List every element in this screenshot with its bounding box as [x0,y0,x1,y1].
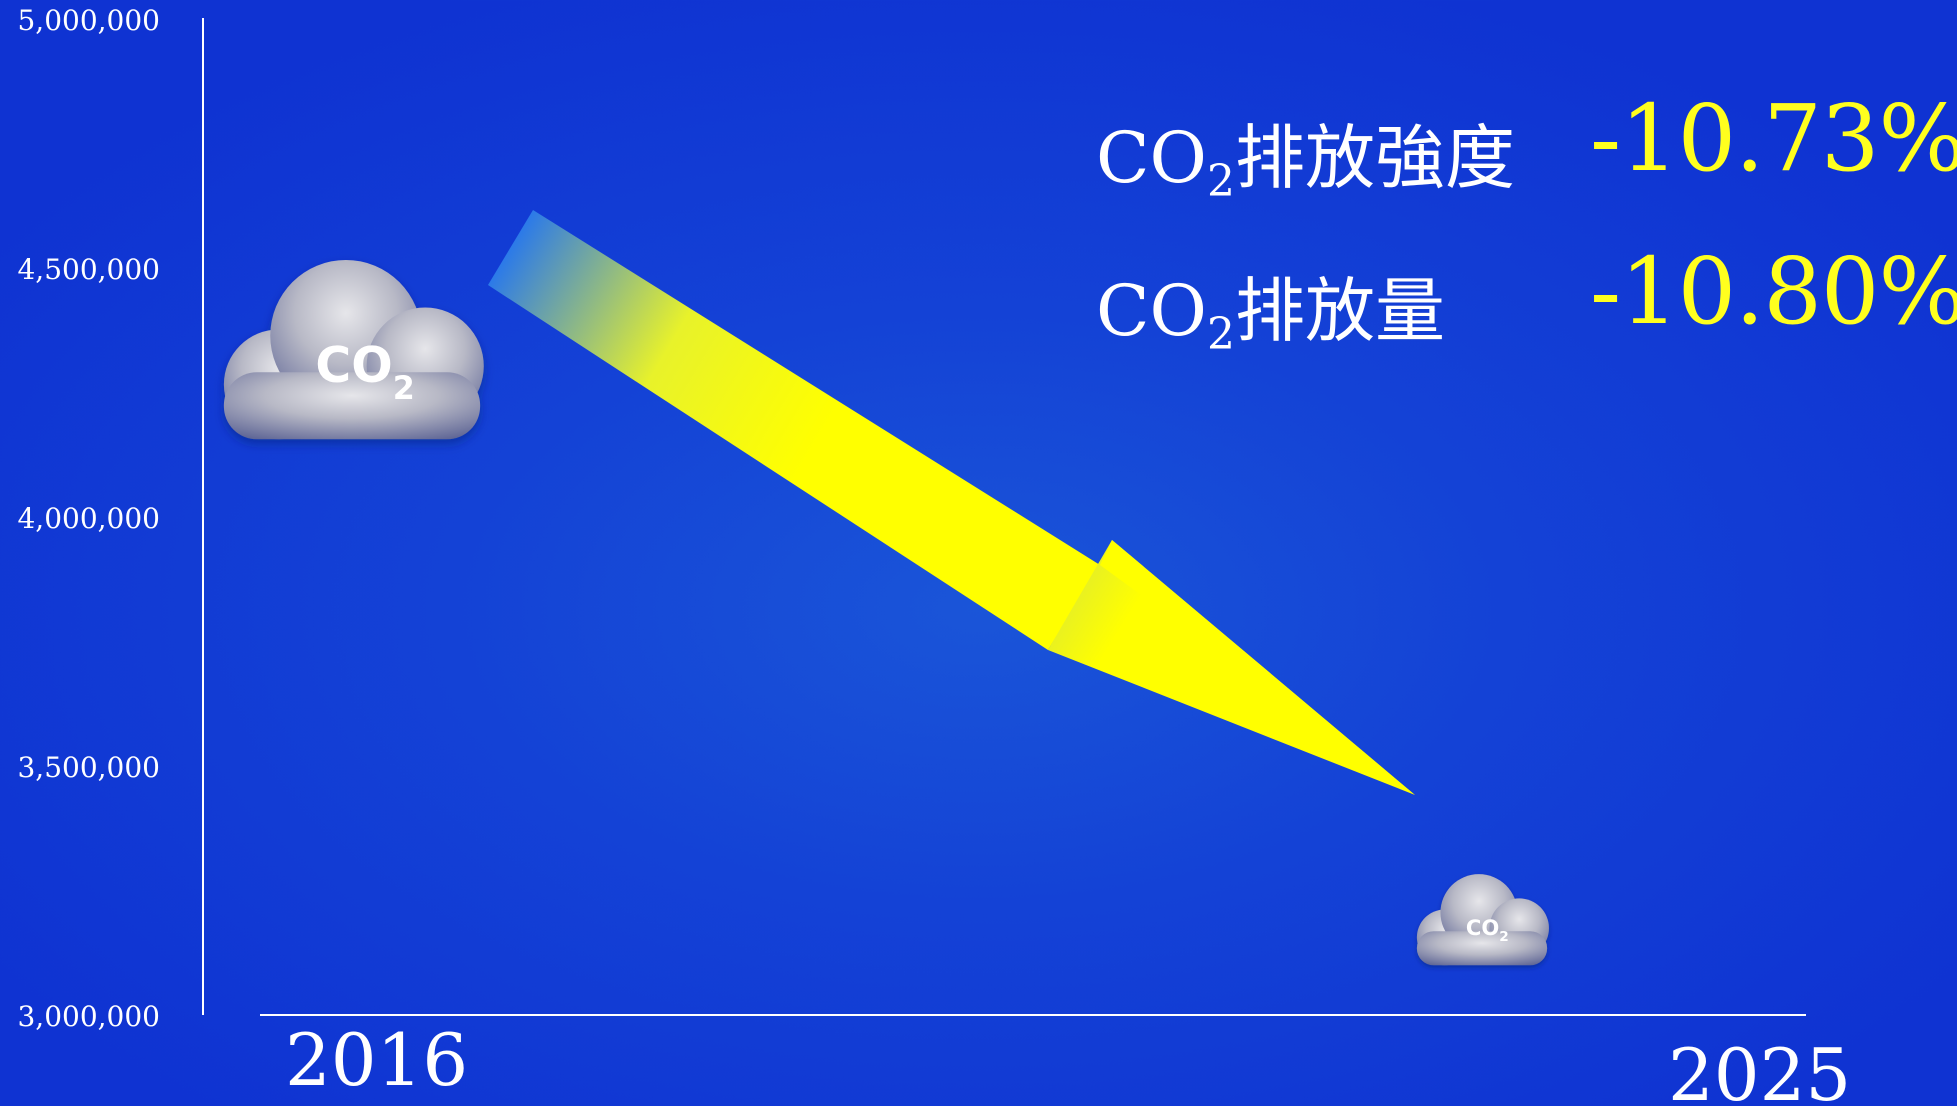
cloud-large-sub: 2 [393,371,415,407]
stat-label-intensity-main: CO [1096,117,1207,199]
y-tick-labels: 5,000,000 4,500,000 4,000,000 3,500,000 3,00… [17,4,160,1033]
cloud-small-sub: 2 [1499,929,1508,945]
stat-label-intensity-rest: 排放強度 [1235,117,1515,199]
trend-arrow-head [1048,540,1415,795]
y-tick-label: 5,000,000 [17,4,160,37]
stat-label-intensity: CO2排放強度 [1096,102,1515,207]
cloud-small-text: CO [1466,915,1499,940]
cloud-large: CO2 [224,260,484,439]
stat-label-emission-main: CO [1096,270,1207,352]
y-tick-label: 3,000,000 [17,1000,160,1033]
stat-value-emission: -10.80% [1590,238,1957,345]
x-label-start: 2016 [285,1018,468,1102]
y-tick-label: 3,500,000 [17,751,160,784]
y-tick-label: 4,500,000 [17,253,160,286]
stat-label-emission-rest: 排放量 [1235,270,1445,352]
stat-label-emission: CO2排放量 [1096,255,1445,360]
cloud-large-text: CO [315,337,392,394]
stat-value-intensity: -10.73% [1590,85,1957,192]
trend-arrow-shaft [488,210,1100,650]
stat-label-emission-sub: 2 [1207,309,1235,360]
cloud-small: CO2 [1417,874,1549,965]
x-label-end: 2025 [1668,1033,1851,1106]
y-tick-label: 4,000,000 [17,502,160,535]
stat-label-intensity-sub: 2 [1207,156,1235,207]
